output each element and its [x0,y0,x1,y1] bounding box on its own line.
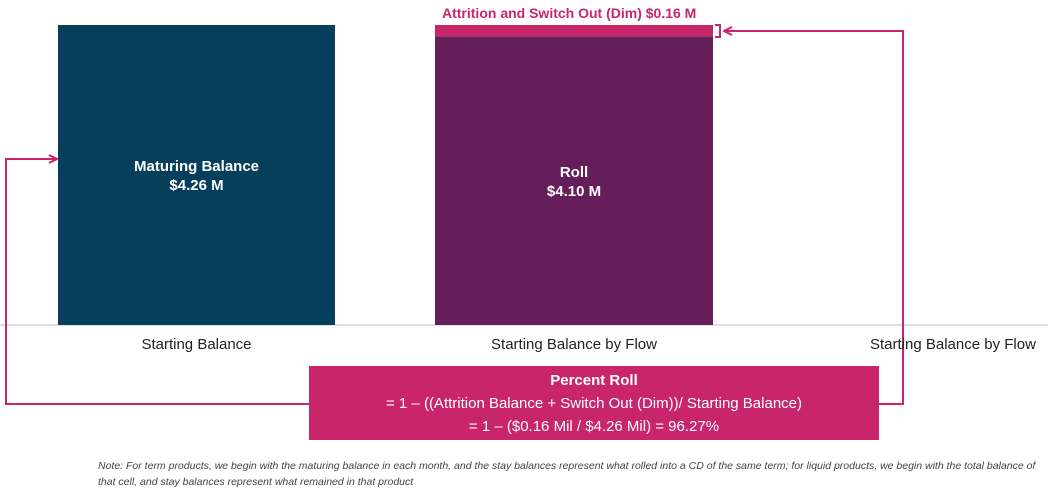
bar-segment-maturing-balance [58,25,335,325]
bar-series-name: Roll [559,164,589,181]
bar-label-maturing: Maturing Balance $4.26 M [58,157,335,195]
right-connector-arrow [725,31,904,405]
category-label-by-flow: Starting Balance by Flow [491,336,657,353]
formula-title: Percent Roll [550,372,638,389]
left-connector-arrow [5,159,309,405]
bar-value-label: $4.10 M [546,183,602,200]
percent-roll-formula-box: Percent Roll = 1 – ((Attrition Balance +… [309,366,879,440]
bars-group [58,25,713,326]
footnote: Note: For term products, we begin with t… [98,460,1036,488]
bar-series-name: Maturing Balance [133,158,260,175]
category-label-starting-balance: Starting Balance [141,336,252,353]
formula-line-2: = 1 – ($0.16 Mil / $4.26 Mil) = 96.27% [468,418,720,435]
bar-label-roll: Roll $4.10 M [435,163,713,201]
attrition-annotation: Attrition and Switch Out (Dim) $0.16 M [442,5,697,21]
formula-line-1: = 1 – ((Attrition Balance + Switch Out (… [386,395,802,412]
bar-value-label: $4.26 M [169,177,224,194]
category-label-by-flow-empty: Starting Balance by Flow [870,336,1036,353]
bar-segment-attrition-and-switch-out-dim [435,25,713,37]
bar-segment-roll [435,36,713,326]
attrition-bracket [715,24,721,38]
